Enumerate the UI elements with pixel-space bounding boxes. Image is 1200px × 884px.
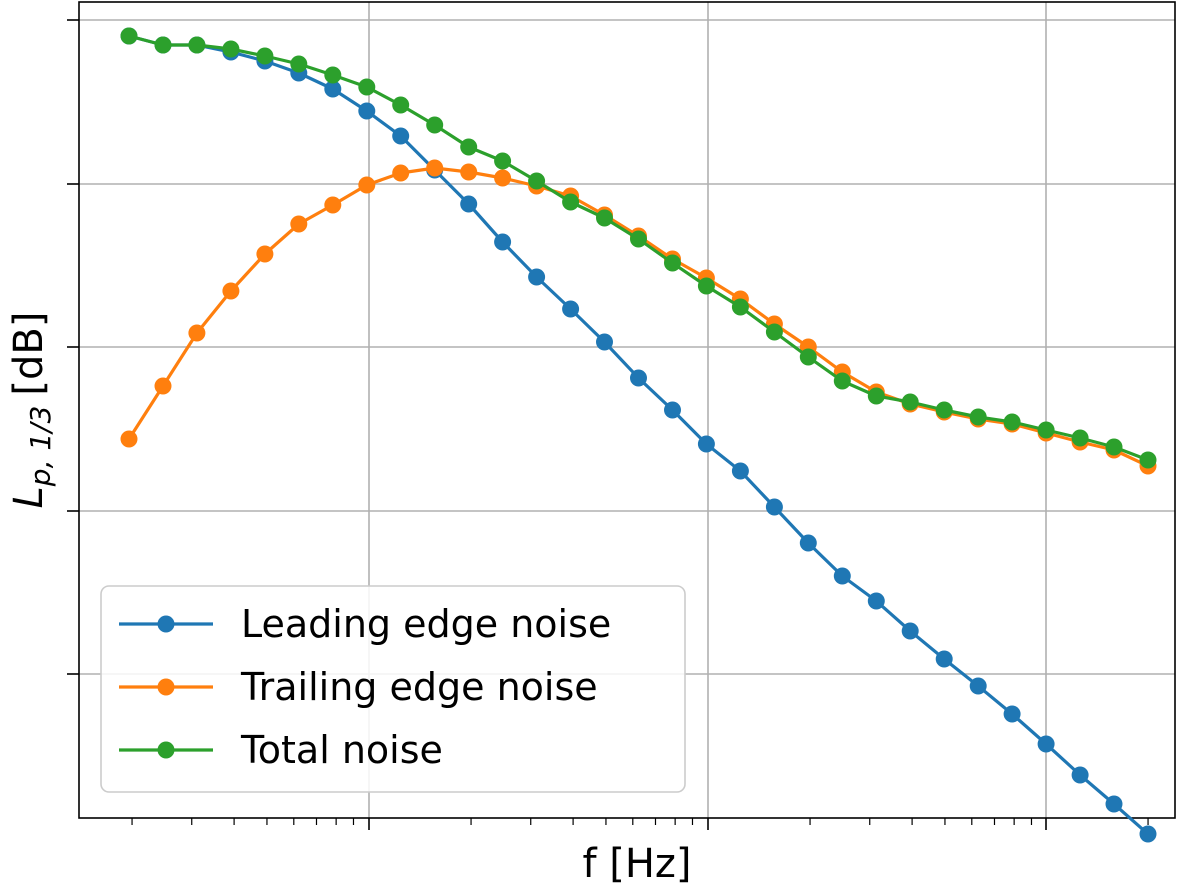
legend-marker-1: [157, 678, 175, 696]
data-point-2-2: [188, 36, 206, 54]
data-point-2-19: [765, 323, 783, 341]
data-point-1-2: [188, 324, 206, 342]
data-point-2-16: [664, 254, 681, 272]
data-point-0-26: [1003, 705, 1021, 723]
data-point-2-30: [1139, 451, 1157, 469]
data-point-2-4: [256, 47, 274, 65]
data-point-2-28: [1071, 429, 1089, 447]
data-point-2-1: [154, 36, 172, 54]
data-point-0-17: [697, 435, 715, 453]
data-point-0-16: [664, 401, 681, 419]
data-point-2-25: [969, 408, 987, 426]
data-point-1-6: [324, 196, 342, 214]
y-axis-label-unit: [dB]: [6, 312, 52, 396]
data-point-0-25: [969, 677, 987, 695]
y-axis-label-main: L: [6, 486, 52, 508]
data-point-0-19: [765, 498, 783, 516]
data-point-0-7: [358, 102, 376, 120]
data-point-2-22: [867, 387, 885, 405]
data-point-2-13: [562, 193, 580, 211]
legend-label-2: Total noise: [240, 728, 443, 772]
legend-entries: Leading edge noise Trailing edge noise Tot…: [119, 602, 611, 772]
data-point-0-21: [833, 567, 851, 585]
series-layer: [120, 27, 1157, 843]
ticks: [67, 19, 1149, 830]
data-point-0-11: [494, 233, 512, 251]
data-point-0-18: [731, 462, 749, 480]
data-point-1-0: [120, 430, 138, 448]
data-point-2-29: [1105, 438, 1123, 456]
y-axis-label-subscript: p, 1/3: [24, 406, 57, 488]
data-point-0-29: [1105, 795, 1123, 813]
data-point-2-5: [290, 55, 308, 73]
data-point-2-27: [1037, 421, 1055, 439]
data-point-1-11: [494, 169, 512, 187]
data-point-1-9: [426, 159, 444, 177]
legend-label-0: Leading edge noise: [241, 602, 611, 646]
data-point-2-14: [596, 209, 613, 227]
data-point-2-15: [630, 230, 647, 248]
data-point-2-21: [833, 372, 851, 390]
data-point-0-22: [867, 592, 885, 610]
data-point-0-30: [1139, 825, 1157, 843]
data-point-0-6: [324, 80, 342, 98]
data-point-2-24: [935, 401, 953, 419]
data-point-2-17: [697, 277, 715, 295]
plot-frame: [78, 1, 1176, 819]
data-point-2-3: [222, 40, 240, 58]
data-point-0-10: [460, 195, 478, 213]
data-point-1-1: [154, 377, 172, 395]
data-point-2-7: [358, 78, 376, 96]
data-point-1-7: [358, 176, 376, 194]
legend-marker-2: [157, 741, 175, 759]
x-axis-label: f [Hz]: [582, 841, 691, 884]
data-point-1-5: [290, 215, 308, 233]
data-point-1-8: [392, 164, 410, 182]
legend-label-1: Trailing edge noise: [240, 665, 598, 709]
data-point-0-14: [596, 333, 613, 351]
data-point-2-10: [460, 138, 478, 156]
y-axis-label: Lp, 1/3 [dB]: [6, 312, 57, 509]
series-2: [120, 27, 1157, 469]
data-point-0-15: [630, 369, 647, 387]
data-point-1-4: [256, 245, 274, 263]
data-point-0-20: [799, 534, 817, 552]
data-point-2-23: [901, 393, 919, 411]
data-point-2-11: [494, 152, 512, 170]
data-point-0-28: [1071, 766, 1089, 784]
data-point-1-3: [222, 282, 240, 300]
legend-marker-0: [157, 615, 175, 633]
data-point-2-12: [528, 172, 546, 190]
data-point-2-0: [120, 27, 138, 45]
data-point-2-20: [799, 348, 817, 366]
legend: Leading edge noise Trailing edge noise Tot…: [100, 585, 686, 793]
data-point-2-8: [392, 96, 410, 114]
legend-entry-2: Total noise: [119, 728, 443, 772]
data-point-2-26: [1003, 413, 1021, 431]
data-point-2-6: [324, 66, 342, 84]
data-point-2-9: [426, 116, 444, 134]
legend-entry-0: Leading edge noise: [119, 602, 611, 646]
data-point-0-23: [901, 622, 919, 640]
legend-entry-1: Trailing edge noise: [119, 665, 598, 709]
data-point-0-24: [935, 650, 953, 668]
data-point-2-18: [731, 298, 749, 316]
data-point-1-10: [460, 163, 478, 181]
data-point-0-8: [392, 127, 410, 145]
data-point-0-27: [1037, 735, 1055, 753]
data-point-0-12: [528, 268, 546, 286]
legend-box: [100, 585, 686, 793]
data-point-0-13: [562, 300, 580, 318]
